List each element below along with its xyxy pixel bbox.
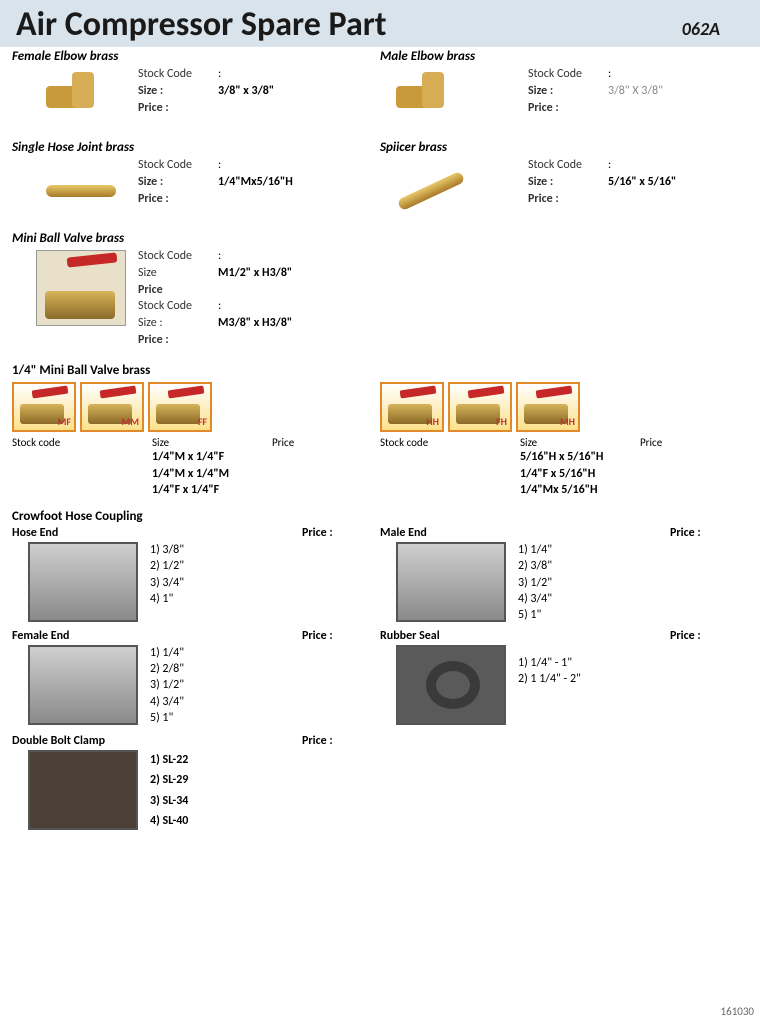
section-title-crowfoot: Crowfoot Hose Coupling — [12, 509, 748, 524]
crowfoot-image — [28, 645, 138, 725]
mini-thumb: FF — [148, 382, 212, 432]
value-size: 3/8" X 3/8" — [608, 83, 663, 100]
mini-header: Stock code Size Price — [380, 436, 748, 449]
product-title-spiicer: Spiicer brass — [380, 140, 748, 155]
product-image — [36, 159, 126, 219]
mini-valve-thumbs-left: MF MM FF — [12, 382, 380, 432]
footer-number: 161030 — [721, 1005, 754, 1018]
mini-thumb: MF — [12, 382, 76, 432]
mini-header: Stock code Size Price — [12, 436, 380, 449]
crowfoot-image — [396, 542, 506, 622]
mini-thumb: HH — [380, 382, 444, 432]
product-image — [36, 250, 126, 326]
mini-thumb: MH — [516, 382, 580, 432]
product-title-female-elbow: Female Elbow brass — [12, 49, 380, 64]
label-stock-code: Stock Code — [138, 66, 218, 83]
product-image — [386, 68, 476, 128]
product-title-male-elbow: Male Elbow brass — [380, 49, 748, 64]
page-title: Air Compressor Spare Part — [16, 4, 682, 45]
page-code: 062A — [682, 18, 720, 40]
mini-valve-thumbs-right: HH FH MH — [380, 382, 748, 432]
product-image — [386, 159, 476, 219]
mini-thumb: MM — [80, 382, 144, 432]
product-image — [36, 68, 126, 128]
product-title-single-hose: Single Hose Joint brass — [12, 140, 380, 155]
section-title-quarter-valve: 1/4" Mini Ball Valve brass — [12, 363, 748, 378]
crowfoot-image — [396, 645, 506, 725]
page-header: Air Compressor Spare Part 062A — [0, 0, 760, 47]
mini-thumb: FH — [448, 382, 512, 432]
crowfoot-image — [28, 750, 138, 830]
label-size: Size : — [138, 83, 218, 100]
crowfoot-image — [28, 542, 138, 622]
product-title-mini-ball: Mini Ball Valve brass — [12, 231, 748, 246]
label-price: Price : — [138, 100, 218, 117]
value-size: 3/8" x 3/8" — [218, 83, 274, 100]
